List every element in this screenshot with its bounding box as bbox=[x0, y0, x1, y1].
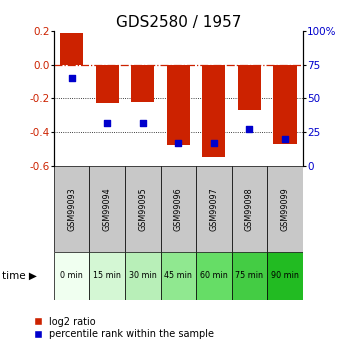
Text: GSM99098: GSM99098 bbox=[245, 187, 254, 230]
Bar bbox=[267, 252, 303, 300]
Text: 30 min: 30 min bbox=[129, 272, 157, 280]
Text: time ▶: time ▶ bbox=[2, 271, 37, 281]
Text: 90 min: 90 min bbox=[271, 272, 299, 280]
Bar bbox=[125, 166, 160, 252]
Bar bbox=[125, 252, 160, 300]
Bar bbox=[274, 65, 296, 144]
Bar bbox=[196, 252, 232, 300]
Bar bbox=[202, 65, 226, 157]
Point bbox=[69, 75, 74, 81]
Bar bbox=[160, 166, 196, 252]
Bar bbox=[60, 33, 83, 65]
Bar bbox=[54, 166, 89, 252]
Bar bbox=[89, 252, 125, 300]
Text: GSM99095: GSM99095 bbox=[138, 187, 147, 230]
Point bbox=[175, 140, 181, 146]
Text: 45 min: 45 min bbox=[164, 272, 192, 280]
Point bbox=[104, 120, 110, 125]
Point bbox=[282, 136, 288, 141]
Bar bbox=[160, 252, 196, 300]
Bar bbox=[167, 65, 190, 146]
Bar bbox=[196, 166, 232, 252]
Text: GSM99099: GSM99099 bbox=[280, 187, 290, 230]
Text: GSM99096: GSM99096 bbox=[174, 187, 183, 230]
Text: GSM99097: GSM99097 bbox=[209, 187, 219, 230]
Bar bbox=[232, 166, 267, 252]
Text: 0 min: 0 min bbox=[60, 272, 83, 280]
Bar bbox=[267, 166, 303, 252]
Bar bbox=[89, 166, 125, 252]
Legend: log2 ratio, percentile rank within the sample: log2 ratio, percentile rank within the s… bbox=[33, 316, 215, 340]
Text: 60 min: 60 min bbox=[200, 272, 228, 280]
Point bbox=[211, 140, 217, 146]
Title: GDS2580 / 1957: GDS2580 / 1957 bbox=[116, 15, 241, 30]
Bar bbox=[96, 65, 119, 104]
Point bbox=[140, 120, 145, 125]
Text: GSM99094: GSM99094 bbox=[103, 187, 112, 230]
Bar bbox=[54, 252, 89, 300]
Bar bbox=[131, 65, 155, 102]
Text: 15 min: 15 min bbox=[93, 272, 121, 280]
Text: 75 min: 75 min bbox=[236, 272, 263, 280]
Bar bbox=[238, 65, 261, 110]
Text: GSM99093: GSM99093 bbox=[67, 187, 76, 230]
Point bbox=[247, 127, 252, 132]
Bar bbox=[232, 252, 267, 300]
